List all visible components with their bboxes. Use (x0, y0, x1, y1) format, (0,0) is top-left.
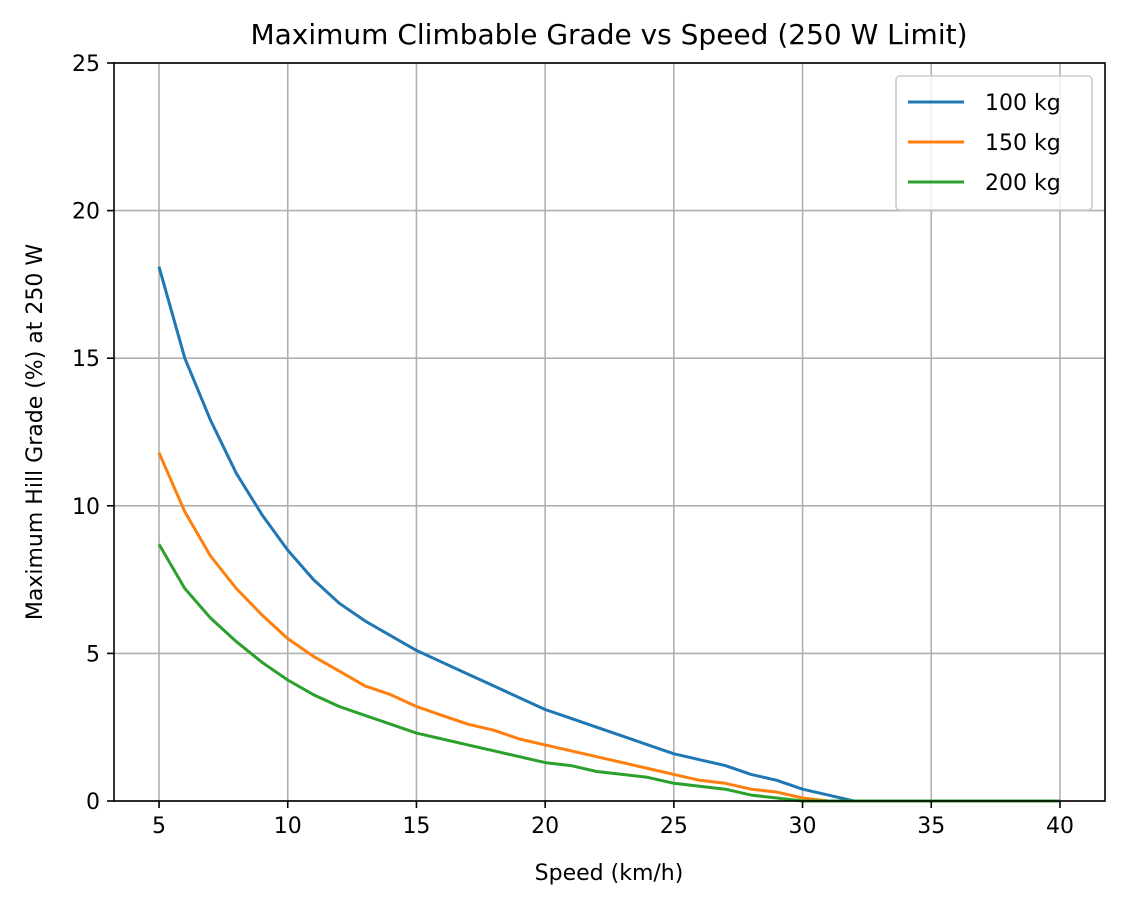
y-tick-label: 0 (86, 790, 100, 815)
series-line-100-kg (157, 266, 1060, 803)
y-tick-label: 20 (72, 200, 100, 225)
x-tick-label: 5 (152, 814, 166, 839)
legend: 100 kg 150 kg 200 kg (895, 75, 1093, 211)
x-tick-label: 15 (402, 814, 430, 839)
y-tick-label: 15 (72, 347, 100, 372)
series-lines (157, 266, 1060, 803)
x-tick-label: 20 (531, 814, 559, 839)
x-axis-label: Speed (km/h) (535, 861, 684, 886)
plot-frame (113, 62, 1106, 802)
legend-label-100-kg: 100 kg (985, 91, 1061, 116)
series-line-150-kg (157, 452, 1060, 803)
y-axis-label: Maximum Hill Grade (%) at 250 W (23, 244, 48, 620)
x-tick-label: 30 (789, 814, 817, 839)
legend-box (895, 75, 1093, 211)
series-line-200-kg (157, 543, 1060, 803)
legend-label-150-kg: 150 kg (985, 131, 1061, 156)
y-tick-label: 5 (86, 642, 100, 667)
y-tick-label: 25 (72, 52, 100, 77)
x-tick-label: 10 (274, 814, 302, 839)
legend-label-200-kg: 200 kg (985, 171, 1061, 196)
axis-ticks: 5 10 15 20 25 30 35 40 0 5 10 15 20 25 (72, 52, 1074, 839)
x-tick-label: 40 (1046, 814, 1074, 839)
y-tick-label: 10 (72, 495, 100, 520)
x-tick-label: 25 (660, 814, 688, 839)
chart-title: Maximum Climbable Grade vs Speed (250 W … (250, 18, 967, 51)
x-tick-label: 35 (917, 814, 945, 839)
